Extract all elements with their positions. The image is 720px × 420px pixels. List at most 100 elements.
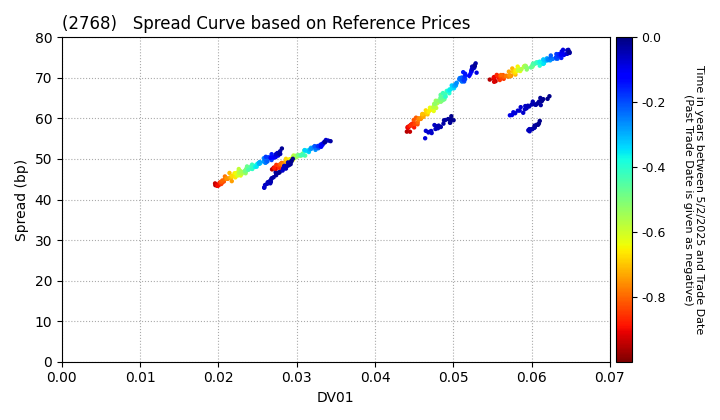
Point	[449, 83, 461, 89]
Point	[260, 153, 271, 160]
Point	[240, 165, 252, 172]
Point	[286, 158, 297, 165]
Point	[226, 173, 238, 179]
Point	[438, 93, 450, 100]
Point	[246, 165, 257, 172]
Point	[303, 149, 315, 155]
Point	[251, 161, 263, 168]
Point	[285, 156, 297, 163]
Point	[233, 169, 245, 176]
Point	[426, 128, 437, 134]
Point	[521, 64, 532, 71]
Point	[276, 163, 288, 170]
Point	[274, 161, 286, 168]
Point	[556, 51, 567, 58]
Point	[428, 102, 440, 109]
Point	[469, 62, 480, 69]
Point	[261, 181, 273, 187]
Point	[510, 69, 521, 76]
Point	[430, 97, 441, 104]
Point	[514, 107, 526, 114]
Point	[430, 126, 441, 132]
Point	[410, 114, 422, 121]
Point	[500, 72, 512, 79]
Point	[440, 93, 451, 100]
Point	[236, 171, 248, 177]
Point	[303, 147, 315, 154]
Point	[246, 163, 257, 170]
Point	[506, 65, 518, 72]
Point	[433, 122, 444, 129]
Point	[534, 58, 546, 65]
Point	[213, 181, 225, 188]
Point	[529, 60, 541, 67]
Point	[412, 119, 423, 126]
Point	[260, 159, 271, 166]
Point	[284, 158, 296, 165]
Point	[216, 179, 228, 186]
Point	[503, 68, 515, 75]
Point	[308, 144, 320, 150]
Point	[426, 130, 438, 136]
Point	[224, 170, 235, 176]
Point	[259, 182, 271, 189]
Point	[469, 64, 480, 71]
Point	[553, 52, 564, 59]
Point	[451, 80, 462, 87]
Point	[466, 66, 477, 73]
Point	[440, 93, 451, 100]
Point	[543, 56, 554, 63]
Point	[523, 103, 535, 110]
Point	[230, 174, 241, 181]
Point	[401, 128, 413, 135]
Point	[527, 61, 539, 68]
Point	[449, 81, 461, 88]
Point	[534, 59, 545, 66]
Point	[320, 136, 332, 143]
Point	[402, 124, 413, 131]
Point	[409, 121, 420, 128]
Point	[415, 115, 427, 122]
Point	[318, 139, 330, 146]
Point	[302, 147, 313, 154]
Point	[310, 145, 321, 152]
Point	[410, 121, 422, 127]
Point	[526, 63, 538, 70]
Point	[564, 49, 575, 55]
Point	[444, 90, 455, 97]
Point	[310, 147, 321, 153]
Point	[270, 165, 282, 172]
Point	[459, 74, 470, 80]
Point	[408, 120, 420, 126]
Point	[431, 123, 443, 130]
Point	[279, 165, 290, 172]
Point	[283, 162, 294, 168]
Point	[488, 75, 500, 82]
Point	[523, 127, 534, 134]
Point	[426, 105, 437, 111]
Point	[433, 123, 444, 129]
Point	[402, 123, 414, 130]
Point	[531, 100, 543, 107]
Point	[445, 116, 456, 123]
Point	[518, 110, 529, 116]
Point	[458, 76, 469, 83]
Point	[211, 182, 222, 189]
Point	[545, 55, 557, 61]
Point	[531, 60, 543, 66]
Point	[277, 167, 289, 174]
Point	[534, 62, 546, 69]
Point	[240, 170, 251, 177]
Point	[556, 55, 567, 61]
Point	[562, 50, 573, 57]
Point	[428, 104, 440, 110]
Point	[492, 73, 504, 80]
Point	[290, 154, 302, 160]
Point	[210, 182, 221, 189]
Point	[503, 74, 514, 80]
Point	[272, 152, 284, 159]
Point	[492, 72, 503, 79]
Point	[562, 50, 573, 57]
Point	[516, 66, 527, 72]
Point	[553, 51, 564, 58]
